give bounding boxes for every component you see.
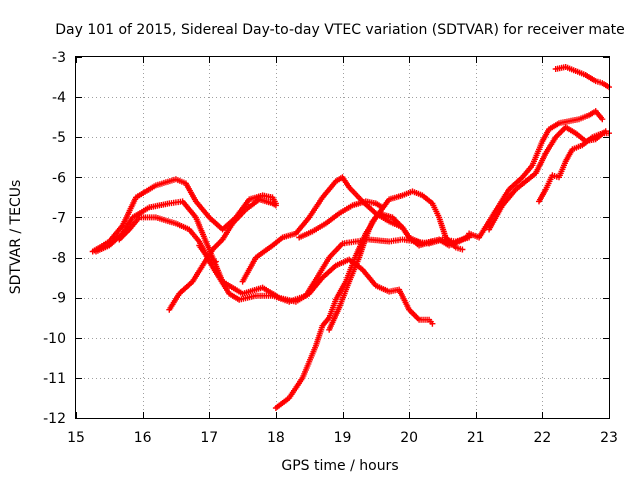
data-point (429, 320, 436, 327)
data-point (212, 258, 219, 265)
x-tick-label: 16 (134, 430, 152, 446)
data-point (459, 246, 466, 253)
tick-layer: 15 16 17 18 19 20 21 22 23 -12 -11 -10 -9 -8 -7 -6 -5 -4 -… (43, 50, 618, 446)
data-point (429, 238, 436, 245)
series-trace-h (326, 210, 436, 333)
x-tick-label: 22 (533, 430, 551, 446)
y-tick-label: -8 (52, 251, 66, 267)
data-markers (89, 64, 612, 411)
series-trace-d (166, 196, 279, 313)
series-trace-i (296, 198, 386, 241)
x-tick-label: 19 (334, 430, 352, 446)
x-tick-label: 20 (400, 430, 418, 446)
x-tick-label: 23 (600, 430, 618, 446)
series-trace-c (116, 214, 473, 305)
y-tick-label: -11 (43, 371, 66, 387)
data-point (272, 202, 279, 209)
y-tick-label: -7 (52, 210, 66, 226)
series-trace-e (196, 242, 219, 265)
y-tick-label: -12 (43, 411, 66, 427)
series-trace-l (536, 130, 612, 205)
x-tick-label: 15 (67, 430, 85, 446)
x-tick-label: 21 (467, 430, 485, 446)
x-tick-label: 18 (267, 430, 285, 446)
data-point (379, 204, 386, 211)
y-tick-label: -10 (43, 331, 66, 347)
series-trace-a (89, 176, 279, 255)
y-tick-label: -3 (52, 50, 66, 66)
y-tick-label: -6 (52, 170, 66, 186)
x-axis-label: GPS time / hours (281, 458, 398, 474)
series-trace-k (486, 124, 609, 233)
chart-title: Day 101 of 2015, Sidereal Day-to-day VTE… (55, 22, 625, 38)
y-axis-label: SDTVAR / TECUs (8, 180, 24, 295)
y-tick-label: -9 (52, 291, 66, 307)
y-tick-label: -4 (52, 90, 66, 106)
data-point (599, 116, 606, 123)
series-trace-m (552, 64, 612, 91)
plot-frame (75, 56, 610, 419)
x-tick-label: 17 (200, 430, 218, 446)
grid-layer (76, 57, 609, 418)
y-tick-label: -5 (52, 130, 66, 146)
